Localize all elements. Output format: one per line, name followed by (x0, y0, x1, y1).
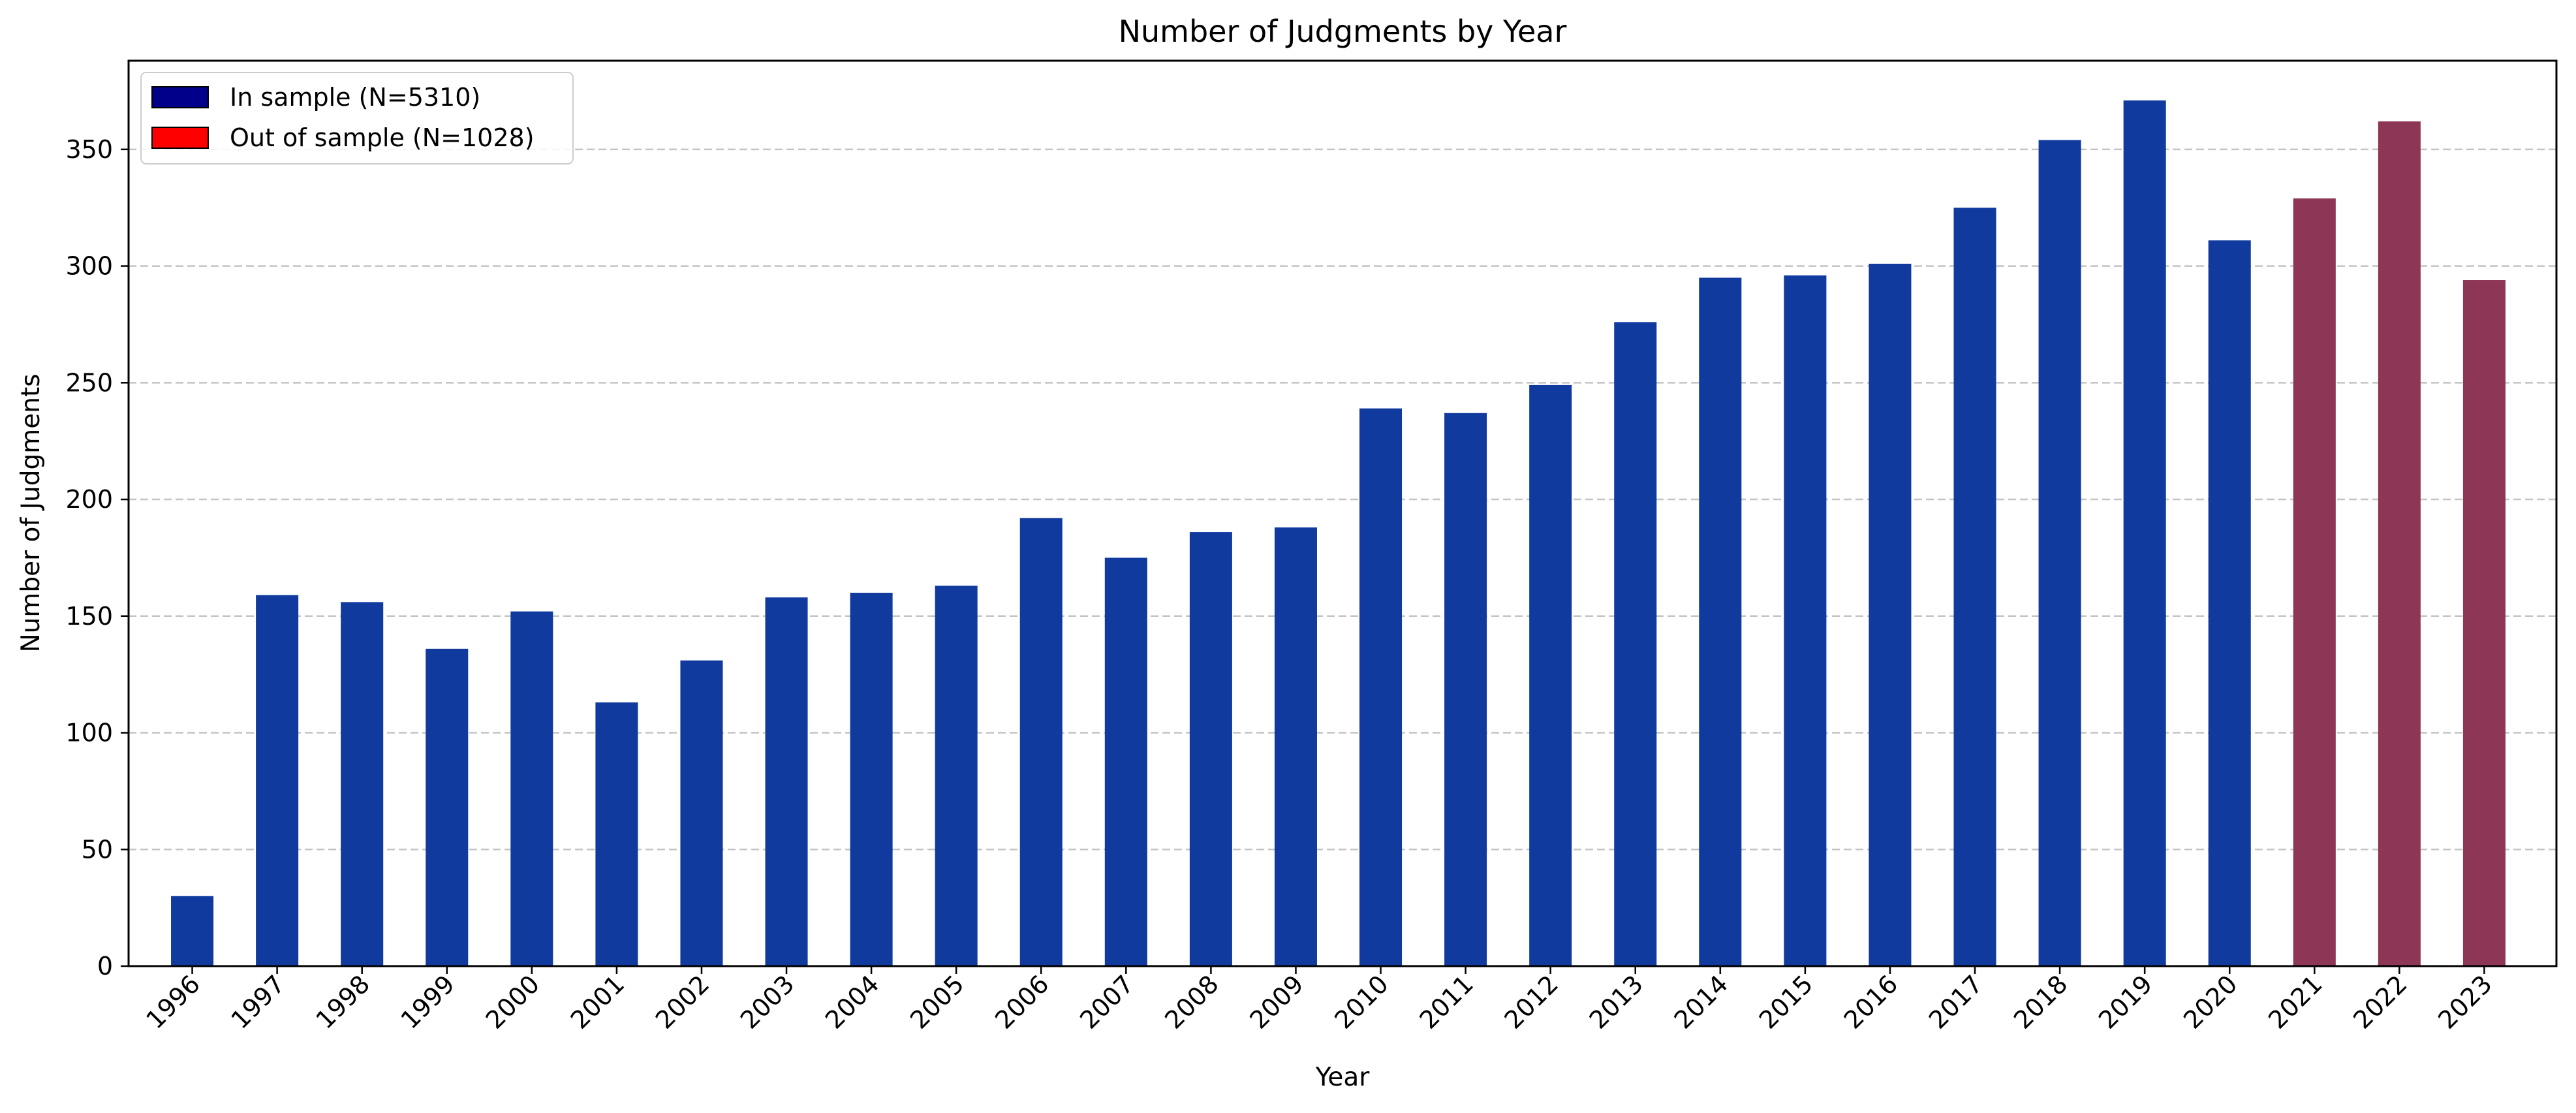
bar-2018 (2038, 140, 2081, 966)
y-axis-label: Number of Judgments (16, 373, 46, 652)
bar-2007 (1104, 557, 1147, 966)
bar-2020 (2208, 240, 2251, 967)
x-tick-label: 2015 (1754, 969, 1819, 1035)
bar-2009 (1274, 527, 1317, 966)
x-tick-label: 2014 (1669, 969, 1734, 1035)
x-tick-label: 1997 (225, 969, 290, 1035)
x-axis-ticks: 1996 1997 1998 1999 2000 2001 2002 2003 2004 2005… (140, 966, 2498, 1035)
bar-2021 (2293, 198, 2336, 966)
x-tick-label: 2012 (1499, 969, 1564, 1035)
x-tick-label: 2022 (2348, 969, 2413, 1035)
y-tick-label: 150 (65, 602, 113, 631)
x-tick-label: 2016 (1839, 969, 1904, 1035)
bar-2023 (2462, 280, 2506, 967)
x-tick-label: 2013 (1584, 969, 1649, 1035)
legend-label-in-sample: In sample (N=5310) (230, 83, 480, 112)
x-tick-label: 2001 (565, 969, 630, 1035)
y-axis-ticks: 0 50 100 150 200 250 300 350 (65, 135, 129, 980)
legend-swatch-out-of-sample (151, 127, 209, 149)
x-tick-label: 2023 (2432, 969, 2498, 1035)
gridlines (129, 148, 2556, 851)
bar-2002 (680, 660, 723, 966)
legend-box (140, 72, 574, 165)
y-tick-label: 300 (65, 252, 113, 281)
legend: In sample (N=5310) Out of sample (N=1028… (140, 72, 574, 165)
y-tick-label: 0 (97, 952, 113, 980)
x-tick-label: 2005 (905, 969, 970, 1035)
bar-1998 (341, 602, 384, 966)
x-tick-label: 2003 (735, 969, 800, 1035)
x-tick-label: 2021 (2263, 969, 2328, 1035)
bar-2014 (1699, 277, 1742, 966)
bar-2004 (850, 593, 893, 966)
bar-2017 (1953, 208, 1996, 967)
legend-swatch-in-sample (151, 86, 209, 108)
bar-2006 (1019, 518, 1063, 966)
x-tick-label: 1996 (140, 969, 206, 1035)
chart-title: Number of Judgments by Year (1119, 14, 1567, 49)
x-tick-label: 2009 (1244, 969, 1309, 1035)
x-tick-label: 2007 (1074, 969, 1140, 1035)
x-tick-label: 2020 (2178, 969, 2243, 1035)
bar-2000 (510, 611, 553, 966)
y-tick-label: 200 (65, 485, 113, 514)
x-tick-label: 2017 (1923, 969, 1989, 1035)
legend-label-out-of-sample: Out of sample (N=1028) (230, 123, 535, 152)
bar-2013 (1614, 322, 1657, 967)
bar-2010 (1359, 408, 1403, 966)
bar-2011 (1444, 413, 1487, 966)
x-tick-label: 2018 (2008, 969, 2073, 1035)
y-tick-label: 250 (65, 368, 113, 397)
x-tick-label: 2011 (1414, 969, 1479, 1035)
bar-2016 (1869, 264, 1912, 966)
x-axis-label: Year (1315, 1063, 1371, 1092)
bar-1999 (426, 648, 469, 966)
bar-1997 (256, 595, 299, 966)
x-tick-label: 2004 (820, 969, 885, 1035)
plot-frame (127, 59, 2558, 967)
bar-2001 (595, 702, 638, 966)
y-tick-label: 350 (65, 135, 113, 164)
x-tick-label: 2019 (2093, 969, 2158, 1035)
bar-2019 (2123, 100, 2166, 966)
bars (171, 100, 2506, 967)
bar-2012 (1529, 384, 1572, 966)
bar-2015 (1784, 275, 1827, 967)
y-tick-label: 100 (65, 719, 113, 747)
x-tick-label: 1998 (311, 969, 376, 1035)
bar-2005 (935, 586, 978, 966)
bar-2022 (2378, 121, 2421, 966)
x-tick-label: 2006 (989, 969, 1055, 1035)
x-tick-label: 1999 (396, 969, 461, 1035)
bar-2008 (1189, 532, 1232, 966)
y-tick-label: 50 (82, 835, 113, 864)
x-tick-label: 2008 (1159, 969, 1224, 1035)
bar-1996 (171, 896, 214, 966)
x-tick-label: 2010 (1329, 969, 1394, 1035)
x-tick-label: 2000 (480, 969, 546, 1035)
x-tick-label: 2002 (650, 969, 715, 1035)
bar-2003 (765, 597, 808, 966)
